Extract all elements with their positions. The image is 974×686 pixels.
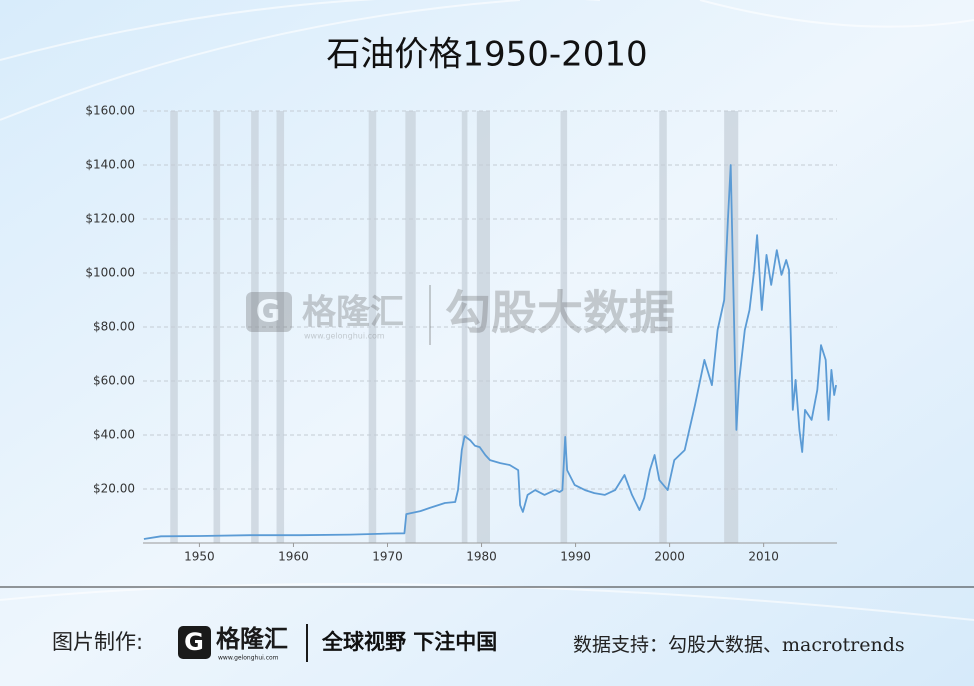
y-tick-label: $80.00 [93,320,135,334]
footer-logo [178,626,211,659]
footer-brand: 格隆汇 [216,625,288,653]
y-tick-label: $100.00 [85,266,135,280]
recession-band [368,111,377,543]
y-tick-label: $120.00 [85,212,135,226]
x-tick-label: 1990 [560,550,591,564]
watermark-logo [246,292,292,332]
price-line [143,164,837,540]
chart-title: 石油价格1950-2010 [326,35,647,75]
y-tick-label: $60.00 [93,374,135,388]
plot: $20.00 $40.00 $60.00 $80.00 $100.00 $120.00 $1… [85,104,837,564]
x-tick-label: 1970 [372,550,403,564]
footer-url: www.gelonghui.com [218,655,279,662]
watermark-brand: 格隆汇 [302,293,404,333]
footer-logo-letter: G [184,628,204,656]
watermark: G 格隆汇 www.gelonghui.com 勾股大数据 [246,285,675,345]
y-tick-label: $40.00 [93,428,135,442]
x-tick-label: 2000 [654,550,685,564]
footer-slogan: 全球视野 下注中国 [321,630,497,654]
y-tick-label: $20.00 [93,482,135,496]
x-tick-label: 1950 [184,550,215,564]
y-tick-label: $160.00 [85,104,135,118]
x-tick-label: 1960 [278,550,309,564]
y-tick-label: $140.00 [85,158,135,172]
decoration [0,0,974,620]
watermark-product: 勾股大数据 [445,286,675,340]
footer-source: 数据支持：勾股大数据、macrotrends [573,634,905,656]
x-tick-label: 2010 [748,550,779,564]
watermark-url: www.gelonghui.com [304,332,385,341]
recession-band [276,111,285,543]
recession-band [251,111,259,543]
x-tick-label: 1980 [466,550,497,564]
watermark-logo-letter: G [256,295,281,330]
recession-band [461,111,468,543]
footer-made-by: 图片制作: [52,630,143,654]
